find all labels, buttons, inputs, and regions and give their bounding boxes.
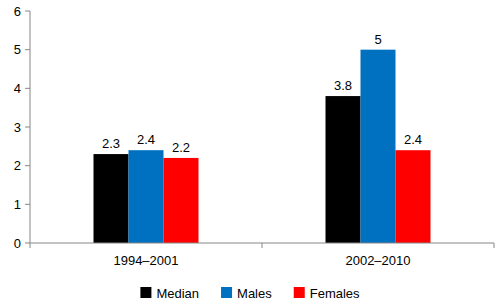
legend-swatch bbox=[221, 287, 232, 298]
x-divider-tick bbox=[262, 243, 263, 248]
y-tick-label: 2 bbox=[14, 158, 21, 173]
bar bbox=[129, 150, 164, 243]
legend-label: Median bbox=[156, 286, 199, 301]
legend: Median Males Females bbox=[140, 286, 360, 301]
data-label: 2.4 bbox=[404, 132, 422, 147]
x-divider-tick bbox=[494, 243, 495, 248]
chart-container: 0 1 2 3 4 5 6 2.3 3.8 2.4 5 2.2 2.4 1994–2001 2002–201… bbox=[0, 0, 500, 307]
y-axis bbox=[30, 11, 31, 243]
data-label: 2.2 bbox=[172, 140, 190, 155]
y-tick-label: 6 bbox=[14, 4, 21, 19]
data-label: 3.8 bbox=[334, 78, 352, 93]
legend-swatch bbox=[294, 287, 305, 298]
y-tick-label: 3 bbox=[14, 120, 21, 135]
x-tick-label: 2002–2010 bbox=[345, 253, 410, 268]
y-tick bbox=[25, 204, 30, 205]
y-tick-label: 1 bbox=[14, 197, 21, 212]
chart-svg: 0 1 2 3 4 5 6 2.3 3.8 2.4 5 2.2 2.4 1994–2001 2002–201… bbox=[0, 0, 500, 307]
y-tick bbox=[25, 88, 30, 89]
y-tick-label: 4 bbox=[14, 81, 21, 96]
x-tick-label: 1994–2001 bbox=[113, 253, 178, 268]
y-tick bbox=[25, 127, 30, 128]
bar bbox=[164, 158, 199, 243]
bar bbox=[94, 154, 129, 243]
bar bbox=[326, 96, 361, 243]
legend-label: Males bbox=[237, 286, 272, 301]
data-label: 5 bbox=[374, 32, 381, 47]
legend-label: Females bbox=[310, 286, 360, 301]
y-tick bbox=[25, 165, 30, 166]
y-tick bbox=[25, 11, 30, 12]
bars bbox=[94, 50, 431, 243]
y-tick bbox=[25, 49, 30, 50]
data-label: 2.3 bbox=[102, 136, 120, 151]
legend-swatch bbox=[140, 287, 151, 298]
bar bbox=[396, 150, 431, 243]
data-label: 2.4 bbox=[137, 132, 155, 147]
y-tick-label: 5 bbox=[14, 42, 21, 57]
x-divider-tick bbox=[30, 243, 31, 248]
y-tick bbox=[25, 243, 30, 244]
y-tick-label: 0 bbox=[14, 236, 21, 251]
bar bbox=[361, 50, 396, 243]
